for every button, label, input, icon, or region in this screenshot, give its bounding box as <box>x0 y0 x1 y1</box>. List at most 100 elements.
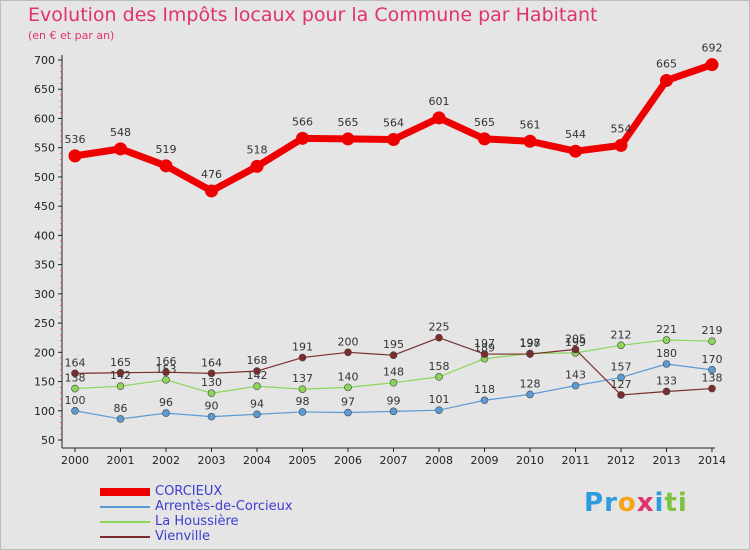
data-label: 158 <box>429 360 450 373</box>
y-tick-label: 500 <box>34 171 55 184</box>
data-label: 164 <box>201 356 222 369</box>
data-point <box>708 366 716 374</box>
data-label: 200 <box>338 335 359 348</box>
data-point <box>116 368 125 377</box>
data-point <box>480 350 489 358</box>
data-label: 197 <box>520 337 541 350</box>
data-point <box>617 373 625 382</box>
data-label: 101 <box>429 393 450 406</box>
x-tick-label: 2012 <box>607 454 635 467</box>
data-label: 548 <box>110 126 131 139</box>
data-label: 165 <box>110 356 131 369</box>
data-point <box>250 159 264 173</box>
data-label: 140 <box>338 370 359 383</box>
x-tick-label: 2003 <box>198 454 226 467</box>
data-point <box>116 415 125 423</box>
x-tick-label: 2002 <box>152 454 180 467</box>
legend-swatch <box>100 536 150 538</box>
data-label: 90 <box>205 400 219 413</box>
data-point <box>571 345 580 354</box>
data-label: 566 <box>292 115 313 128</box>
data-point <box>389 407 398 416</box>
data-point <box>480 396 489 405</box>
data-point <box>207 412 216 421</box>
data-point <box>662 336 671 344</box>
legend-swatch <box>100 488 150 496</box>
data-label: 86 <box>114 402 128 415</box>
data-point <box>68 149 82 163</box>
legend-swatch <box>100 521 150 523</box>
data-label: 536 <box>65 133 86 146</box>
data-point <box>708 337 716 346</box>
data-point <box>389 351 398 360</box>
y-tick-label: 200 <box>34 346 55 359</box>
x-tick-label: 2004 <box>243 454 271 467</box>
data-label: 94 <box>250 397 264 410</box>
data-label: 168 <box>247 354 268 367</box>
y-tick-label: 300 <box>34 288 55 301</box>
data-point <box>569 144 582 158</box>
data-point <box>708 384 716 393</box>
data-label: 138 <box>702 372 723 385</box>
data-point <box>526 350 534 358</box>
y-tick-label: 700 <box>34 54 55 67</box>
x-tick-label: 2009 <box>471 454 499 467</box>
data-point <box>253 367 261 375</box>
data-point <box>253 382 261 391</box>
data-label: 544 <box>565 128 586 141</box>
x-tick-label: 2001 <box>107 454 135 467</box>
data-point <box>298 385 307 393</box>
data-label: 195 <box>383 338 404 351</box>
data-label: 205 <box>565 332 586 345</box>
data-point <box>207 389 216 398</box>
y-tick-label: 250 <box>34 317 55 330</box>
data-label: 519 <box>156 143 177 156</box>
data-point <box>159 159 173 173</box>
data-point <box>435 406 443 414</box>
data-label: 565 <box>474 116 495 129</box>
data-point <box>116 382 125 391</box>
data-label: 127 <box>611 378 632 391</box>
data-label: 180 <box>656 347 677 360</box>
data-label: 561 <box>520 118 541 131</box>
x-tick-label: 2013 <box>653 454 681 467</box>
data-point <box>162 409 170 417</box>
x-tick-label: 2008 <box>425 454 453 467</box>
data-label: 476 <box>201 168 222 181</box>
data-point <box>662 360 671 368</box>
data-point <box>614 138 628 152</box>
data-point <box>344 408 352 417</box>
data-label: 138 <box>65 372 86 385</box>
y-tick-label: 50 <box>41 434 55 447</box>
data-point <box>389 378 398 387</box>
y-tick-label: 400 <box>34 229 55 242</box>
legend-label: Vienville <box>155 529 210 544</box>
data-point <box>523 134 537 148</box>
y-tick-label: 150 <box>34 376 55 389</box>
data-label: 219 <box>702 324 723 337</box>
data-label: 565 <box>338 116 359 129</box>
data-label: 157 <box>611 360 632 373</box>
data-label: 199 <box>565 336 586 349</box>
data-point <box>298 408 307 416</box>
data-label: 133 <box>656 374 677 387</box>
data-point <box>662 387 671 396</box>
data-point <box>207 369 216 378</box>
data-point <box>617 341 625 350</box>
y-tick-label: 100 <box>34 405 55 418</box>
data-point <box>341 132 355 146</box>
data-point <box>435 373 443 381</box>
data-label: 164 <box>65 356 86 369</box>
data-point <box>114 142 127 156</box>
chart-title: Evolution des Impôts locaux pour la Comm… <box>28 4 598 26</box>
data-label: 96 <box>159 396 173 409</box>
data-label: 98 <box>296 395 310 408</box>
data-label: 170 <box>702 353 723 366</box>
data-point <box>571 381 580 390</box>
chart-subtitle: (en € et par an) <box>28 29 115 42</box>
data-label: 197 <box>474 337 495 350</box>
data-point <box>71 384 79 393</box>
legend-label: Arrentès-de-Corcieux <box>155 499 293 514</box>
data-label: 191 <box>292 341 313 354</box>
data-label: 148 <box>383 366 404 379</box>
